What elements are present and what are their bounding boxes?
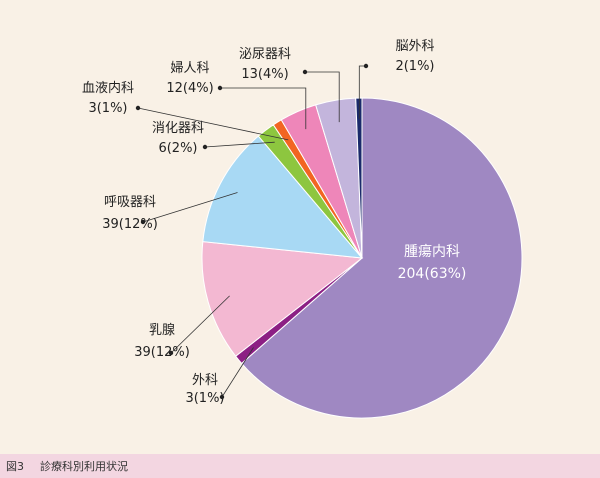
pie-slice-2 — [201, 241, 364, 357]
slice-label-value-2: 39(12%) — [134, 345, 190, 360]
slice-label-name-0: 腫瘍内科 — [404, 243, 460, 260]
caption-text: 診療科別利用状況 — [40, 460, 128, 473]
slice-label-name-7: 泌尿器科 — [239, 47, 291, 62]
leader-line-4 — [204, 141, 275, 148]
slice-label-value-0: 204(63%) — [398, 266, 467, 282]
slice-label-name-8: 脳外科 — [395, 39, 434, 54]
leader-line-6 — [220, 87, 307, 130]
pie-slice-3 — [202, 135, 364, 259]
pie-slice-8 — [355, 97, 363, 259]
slice-label-name-5: 血液内科 — [82, 80, 134, 96]
pie-chart: 腫瘍内科 204(63%) 外科 3(1%) 乳腺 39(12%) 呼吸器科 39(12%) 消… — [82, 39, 523, 419]
leader-line-2 — [170, 295, 230, 354]
leader-line-3 — [142, 192, 238, 223]
caption-bar: 図3 診療科別利用状況 — [0, 454, 600, 478]
leader-line-7 — [305, 71, 340, 123]
caption-number: 図3 — [6, 460, 24, 473]
leader-dot-2 — [168, 350, 174, 356]
leader-dot-1 — [219, 394, 225, 400]
leader-dot-5 — [135, 105, 141, 111]
slice-label-name-6: 婦人科 — [170, 60, 209, 76]
slice-label-value-8: 2(1%) — [395, 59, 434, 74]
slice-label-value-7: 13(4%) — [241, 67, 288, 82]
slice-label-value-3: 39(12%) — [102, 217, 158, 232]
leader-dot-3 — [140, 219, 146, 225]
slice-label-value-6: 12(4%) — [166, 81, 213, 96]
slice-label-value-1: 3(1%) — [185, 391, 224, 406]
slice-label-value-5: 3(1%) — [88, 101, 127, 116]
pie-slice-0 — [240, 97, 523, 419]
leader-dot-6 — [217, 85, 223, 91]
slice-label-value-4: 6(2%) — [158, 141, 197, 156]
leader-dot-7 — [302, 69, 308, 75]
leader-dot-8 — [363, 63, 369, 69]
leader-dot-4 — [202, 144, 208, 150]
leader-line-8 — [358, 65, 366, 119]
slice-label-name-4: 消化器科 — [152, 121, 204, 136]
slice-label-name-1: 外科 — [192, 373, 218, 388]
slice-label-name-3: 呼吸器科 — [104, 195, 156, 210]
leader-line-1 — [221, 347, 254, 398]
slice-label-name-2: 乳腺 — [149, 323, 175, 338]
leader-line-5 — [137, 107, 289, 141]
